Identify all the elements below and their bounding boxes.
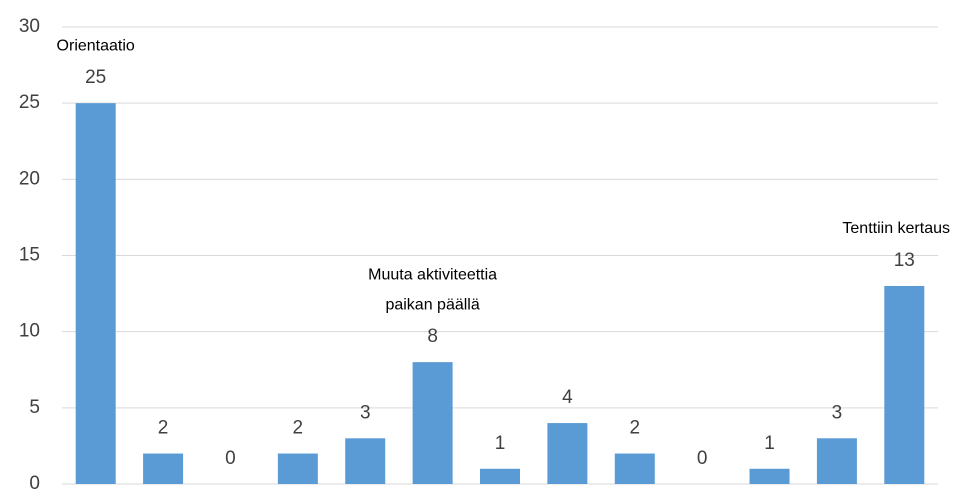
bar [75, 103, 116, 485]
y-tick-label: 5 [29, 397, 40, 418]
value-label: 2 [293, 418, 304, 439]
bar [412, 362, 453, 484]
value-label: 25 [85, 67, 106, 88]
annotation: Tenttiin kertaus [842, 220, 950, 237]
y-tick-label: 20 [19, 168, 40, 189]
y-tick-label: 15 [19, 245, 40, 266]
value-label: 0 [697, 448, 708, 469]
bar [547, 423, 588, 484]
value-label: 3 [832, 402, 843, 423]
bar [277, 453, 318, 484]
bar [143, 453, 184, 484]
value-label: 2 [158, 418, 169, 439]
bar [749, 468, 790, 484]
value-label: 3 [360, 402, 371, 423]
value-label: 2 [629, 418, 640, 439]
value-label: 1 [764, 433, 775, 454]
y-tick-label: 30 [19, 16, 40, 37]
bar [816, 438, 857, 484]
value-label: 13 [894, 250, 915, 271]
y-tick-label: 25 [19, 92, 40, 113]
bar [884, 285, 925, 484]
annotation: Orientaatio [57, 37, 135, 54]
bar [614, 453, 655, 484]
value-label: 8 [427, 326, 438, 347]
bar [480, 468, 520, 484]
annotation: paikan päällä [385, 296, 479, 313]
value-label: 0 [225, 448, 236, 469]
y-tick-label: 0 [29, 473, 40, 494]
bar [345, 438, 386, 484]
annotation: Muuta aktiviteettia [368, 266, 497, 283]
y-tick-label: 10 [19, 321, 40, 342]
value-label: 1 [495, 433, 506, 454]
value-label: 4 [562, 387, 573, 408]
